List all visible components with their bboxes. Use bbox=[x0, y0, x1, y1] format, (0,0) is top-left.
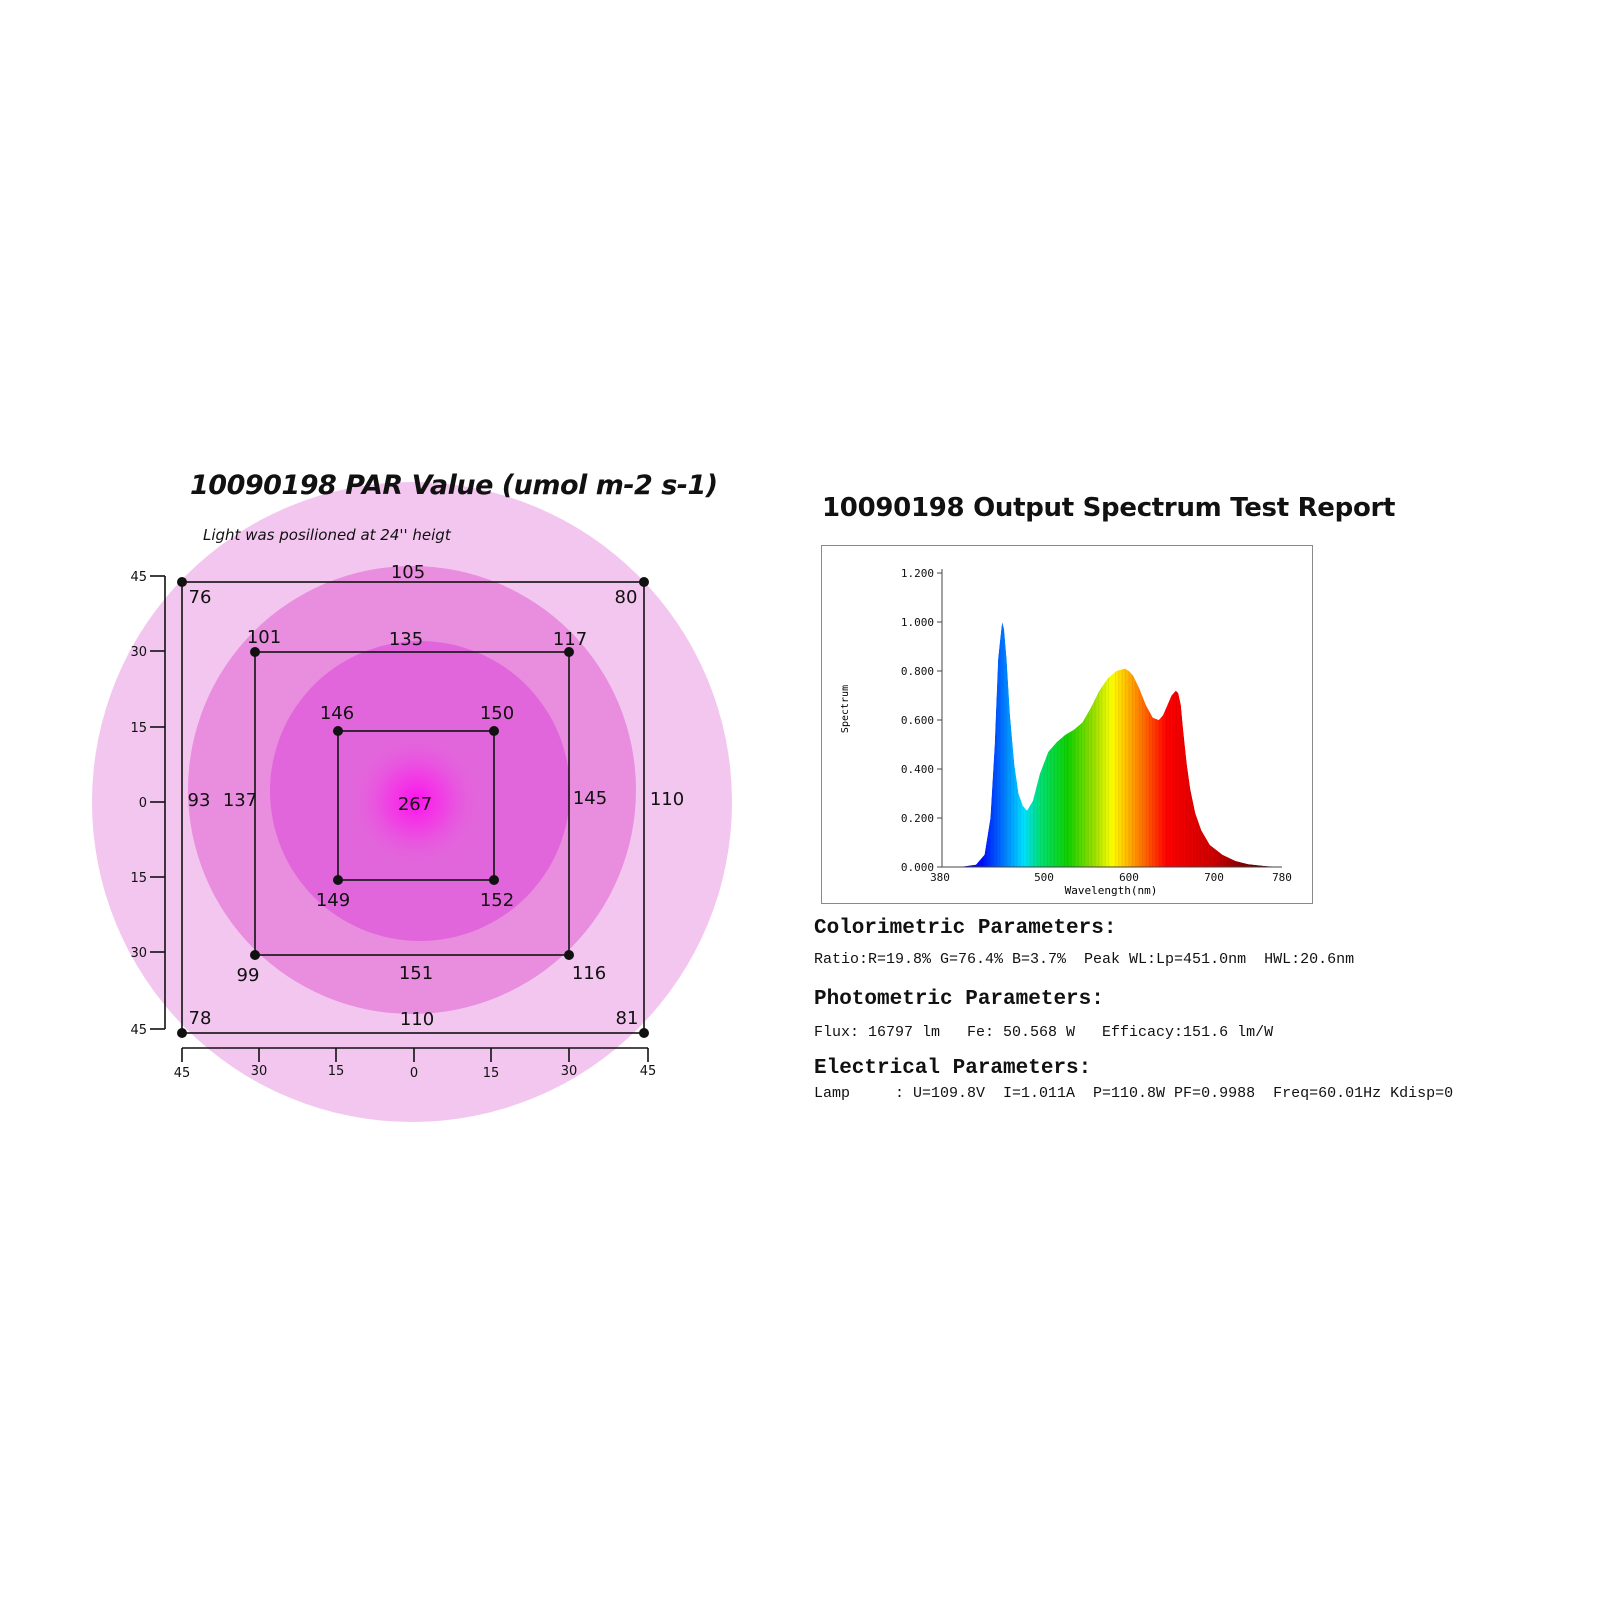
spectrum-xlabel: Wavelength(nm) bbox=[1065, 884, 1158, 897]
spectrum-chart: 0.000 0.200 0.400 0.600 0.800 1.000 1.200 380 50… bbox=[821, 545, 1313, 904]
bottom-tick-label: 45 bbox=[640, 1064, 657, 1079]
corner-dot bbox=[333, 875, 343, 885]
spectrum-y-tick-label: 0.200 bbox=[901, 812, 934, 825]
bottom-tick-label: 15 bbox=[328, 1064, 345, 1079]
par-value: 110 bbox=[650, 789, 684, 810]
par-left-axis bbox=[150, 575, 166, 1030]
colorimetric-line: Ratio:R=19.8% G=76.4% B=3.7% Peak WL:Lp=… bbox=[814, 951, 1355, 968]
spectrum-x-tick-label: 600 bbox=[1119, 871, 1139, 884]
spectrum-mask bbox=[940, 567, 1294, 868]
par-value: 110 bbox=[400, 1009, 434, 1030]
par-value: 150 bbox=[480, 703, 514, 724]
photometric-heading: Photometric Parameters: bbox=[814, 988, 1104, 1011]
par-value: 78 bbox=[189, 1008, 212, 1029]
par-value: 76 bbox=[189, 587, 212, 608]
left-tick-label: 30 bbox=[130, 946, 147, 961]
par-middle-square bbox=[254, 651, 570, 956]
spectrum-y-tick-label: 1.000 bbox=[901, 616, 934, 629]
spectrum-y-tick-label: 0.600 bbox=[901, 714, 934, 727]
par-corner-dots bbox=[177, 577, 649, 1038]
left-tick-label: 0 bbox=[139, 796, 147, 811]
colorimetric-heading: Colorimetric Parameters: bbox=[814, 917, 1117, 940]
par-value: 105 bbox=[391, 562, 425, 583]
bottom-tick-label: 15 bbox=[483, 1066, 500, 1081]
spectrum-x-tick-label: 380 bbox=[930, 871, 950, 884]
spectrum-y-tick-label: 1.200 bbox=[901, 567, 934, 580]
bottom-tick-label: 0 bbox=[410, 1066, 418, 1081]
corner-dot bbox=[639, 1028, 649, 1038]
electrical-line: Lamp : U=109.8V I=1.011A P=110.8W PF=0.9… bbox=[814, 1085, 1454, 1102]
bottom-tick-label: 45 bbox=[174, 1066, 191, 1081]
par-inner-square bbox=[337, 730, 495, 881]
corner-dot bbox=[177, 1028, 187, 1038]
electrical-heading: Electrical Parameters: bbox=[814, 1057, 1092, 1080]
corner-dot bbox=[250, 647, 260, 657]
bottom-tick-label: 30 bbox=[251, 1064, 268, 1079]
par-value: 101 bbox=[247, 627, 281, 648]
spectrum-area bbox=[959, 622, 1282, 867]
par-value: 146 bbox=[320, 703, 354, 724]
left-tick-label: 15 bbox=[130, 871, 147, 886]
par-bottom-axis bbox=[181, 1047, 649, 1062]
corner-dot bbox=[489, 875, 499, 885]
left-tick-label: 45 bbox=[130, 1023, 147, 1038]
spectrum-plot bbox=[940, 567, 1294, 868]
spectrum-ylabel: Spectrum bbox=[840, 685, 851, 733]
corner-dot bbox=[564, 950, 574, 960]
par-value: 145 bbox=[573, 788, 607, 809]
spectrum-axes: 0.000 0.200 0.400 0.600 0.800 1.000 1.200 380 50… bbox=[901, 567, 1292, 884]
par-center-value: 267 bbox=[398, 794, 432, 815]
left-tick-label: 15 bbox=[130, 721, 147, 736]
photometric-line: Flux: 16797 lm Fe: 50.568 W Efficacy:151… bbox=[814, 1024, 1274, 1041]
par-value: 152 bbox=[480, 890, 514, 911]
spectrum-y-tick-label: 0.000 bbox=[901, 861, 934, 874]
corner-dot bbox=[333, 726, 343, 736]
par-value: 93 bbox=[188, 790, 211, 811]
spectrum-x-tick-label: 500 bbox=[1034, 871, 1054, 884]
par-center-glow bbox=[348, 733, 484, 869]
par-value: 80 bbox=[615, 587, 638, 608]
par-value: 149 bbox=[316, 890, 350, 911]
par-value: 135 bbox=[389, 629, 423, 650]
spectrum-y-tick-label: 0.400 bbox=[901, 763, 934, 776]
spectrum-svg: 0.000 0.200 0.400 0.600 0.800 1.000 1.200 380 50… bbox=[840, 567, 1294, 897]
corner-dot bbox=[250, 950, 260, 960]
left-tick-label: 30 bbox=[130, 645, 147, 660]
corner-dot bbox=[564, 647, 574, 657]
spectrum-x-tick-label: 780 bbox=[1272, 871, 1292, 884]
corner-dot bbox=[489, 726, 499, 736]
par-map: 45 30 15 0 15 30 45 45 30 15 0 15 30 45 … bbox=[92, 482, 732, 1122]
corner-dot bbox=[639, 577, 649, 587]
par-subtitle: Light was posilioned at 24'' heigt bbox=[203, 526, 451, 544]
par-value: 99 bbox=[237, 965, 260, 986]
par-value: 137 bbox=[223, 790, 257, 811]
par-value: 81 bbox=[616, 1008, 639, 1029]
bottom-tick-label: 30 bbox=[561, 1064, 578, 1079]
par-outer-square bbox=[181, 581, 645, 1034]
par-value: 151 bbox=[399, 963, 433, 984]
par-value: 116 bbox=[572, 963, 606, 984]
spectrum-title: 10090198 Output Spectrum Test Report bbox=[822, 493, 1396, 523]
par-value: 117 bbox=[553, 629, 587, 650]
left-tick-label: 45 bbox=[130, 570, 147, 585]
corner-dot bbox=[177, 577, 187, 587]
spectrum-y-tick-label: 0.800 bbox=[901, 665, 934, 678]
spectrum-x-tick-label: 700 bbox=[1204, 871, 1224, 884]
par-title: 10090198 PAR Value (umol m-2 s-1) bbox=[190, 470, 718, 501]
